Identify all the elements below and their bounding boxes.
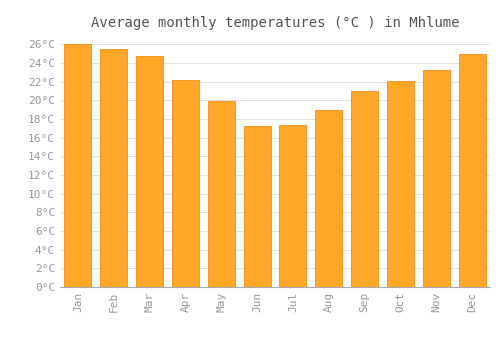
Bar: [458, 54, 485, 287]
Bar: [172, 80, 199, 287]
Bar: [351, 91, 378, 287]
Bar: [423, 70, 450, 287]
Title: Average monthly temperatures (°C ) in Mhlume: Average monthly temperatures (°C ) in Mh…: [91, 16, 459, 30]
Bar: [244, 126, 270, 287]
Bar: [64, 44, 92, 287]
Bar: [100, 49, 127, 287]
Bar: [387, 81, 414, 287]
Bar: [316, 110, 342, 287]
Bar: [208, 101, 234, 287]
Bar: [136, 56, 163, 287]
Bar: [280, 125, 306, 287]
